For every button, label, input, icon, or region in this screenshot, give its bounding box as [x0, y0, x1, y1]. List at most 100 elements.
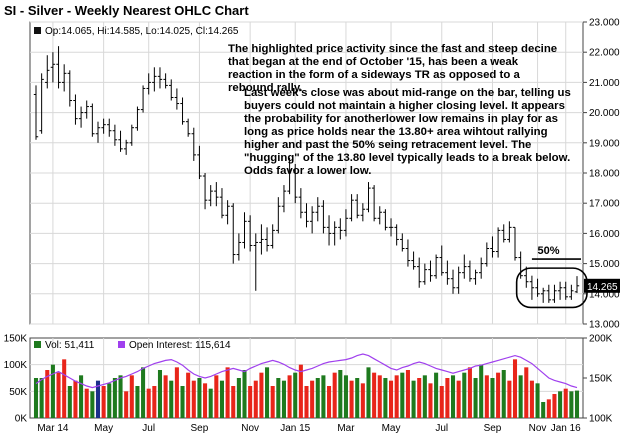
ohlc-bar [123, 139, 129, 155]
volume-bar [569, 391, 574, 418]
volume-bar [152, 386, 157, 418]
ohlc-bar [478, 257, 484, 279]
volume-bar [405, 370, 410, 418]
volume-bar [186, 372, 191, 418]
volume-bar [366, 367, 371, 418]
ohlc-bar [101, 118, 106, 134]
volume-bar [501, 370, 506, 418]
volume-bar [355, 378, 360, 418]
ohlc-bar [242, 212, 247, 249]
volume-legend-marker [34, 341, 41, 348]
volume-bar [552, 394, 557, 418]
volume-bar [208, 388, 213, 418]
ohlc-bar [259, 224, 264, 255]
volume-bar [242, 370, 247, 418]
volume-bar [197, 378, 202, 418]
volume-bar [157, 370, 163, 418]
volume-y-tick-label: 150K [4, 334, 28, 345]
volume-bar [304, 386, 309, 418]
ohlc-bar [484, 242, 490, 267]
ohlc-bar [95, 121, 101, 143]
ohlc-bar [540, 287, 546, 303]
ohlc-bar [39, 73, 44, 134]
ohlc-bar [202, 173, 208, 210]
ohlc-bar [445, 260, 450, 285]
ohlc-bar [214, 182, 219, 207]
ohlc-bar [174, 88, 180, 110]
ohlc-bar [439, 245, 444, 276]
volume-bar [524, 367, 529, 418]
open-interest-line [35, 353, 578, 389]
x-tick-label: May [94, 423, 113, 434]
x-tick-label: Sep [484, 423, 502, 434]
ohlc-bar [400, 233, 405, 252]
volume-bar [310, 380, 315, 418]
ohlc-bar [467, 260, 473, 282]
volume-bar [321, 375, 326, 418]
ohlc-bar [157, 67, 163, 89]
volume-bar [214, 375, 219, 418]
ohlc-bar [253, 233, 258, 291]
ohlc-bar [112, 124, 118, 146]
price-legend-text: Op:14.065, Hi:14.585, Lo:14.025, Cl:14.2… [45, 26, 239, 37]
volume-bar [73, 380, 78, 418]
volume-bar [484, 375, 489, 418]
volume-bar [129, 375, 134, 418]
volume-bar [141, 367, 146, 418]
volume-bar [253, 380, 258, 418]
annotation-text-2: Last week's close was about mid-range on… [244, 87, 571, 177]
volume-bar [62, 359, 67, 418]
volume-bar [287, 375, 292, 418]
ohlc-bar [574, 276, 580, 294]
ohlc-bar [298, 188, 304, 219]
volume-bar [417, 378, 422, 418]
volume-bar [67, 386, 72, 418]
volume-bar [219, 380, 224, 418]
volume-bar [231, 386, 236, 418]
ohlc-bar [276, 197, 281, 234]
x-tick-label: Sep [191, 423, 209, 434]
last-price-tag-bg [584, 278, 620, 293]
ohlc-bar [315, 197, 320, 222]
volume-bar [332, 372, 337, 418]
volume-y-tick-label: 100K [4, 360, 28, 371]
volume-bar [56, 372, 61, 418]
volume-bar [377, 375, 382, 418]
volume-bar [574, 390, 580, 418]
ohlc-bar [366, 182, 371, 213]
volume-bar [389, 380, 394, 418]
volume-bar [203, 383, 208, 418]
ohlc-bar [343, 209, 349, 237]
ohlc-bar [529, 275, 535, 300]
volume-bar [411, 380, 416, 418]
ohlc-bar [338, 218, 343, 240]
ohlc-bar [417, 257, 422, 288]
ohlc-bar [360, 203, 366, 222]
last-price-tag: 14.265 [587, 282, 618, 293]
ohlc-bar [50, 52, 56, 83]
ohlc-bar [433, 254, 439, 279]
ohlc-bar [383, 209, 388, 231]
volume-bar [146, 388, 151, 418]
price-legend-marker [34, 27, 41, 34]
volume-bar [84, 388, 89, 418]
volume-bar [360, 383, 365, 418]
ohlc-bar [152, 67, 157, 92]
volume-bar [479, 364, 484, 418]
ohlc-bar [309, 206, 315, 234]
ohlc-bar [90, 103, 95, 137]
volume-bar [546, 399, 551, 418]
volume-bar [90, 391, 95, 418]
ohlc-bar [61, 64, 67, 92]
volume-bar [259, 372, 264, 418]
volume-bar [372, 372, 377, 418]
volume-bar [535, 383, 540, 418]
ohlc-bar [293, 163, 298, 204]
volume-bar [45, 370, 50, 418]
ohlc-bar [231, 203, 236, 264]
ohlc-bar [371, 185, 377, 222]
ohlc-bar [146, 73, 151, 95]
price-y-tick-label: 14.000 [589, 289, 620, 300]
volume-bar [428, 383, 433, 418]
volume-bar [338, 370, 343, 418]
